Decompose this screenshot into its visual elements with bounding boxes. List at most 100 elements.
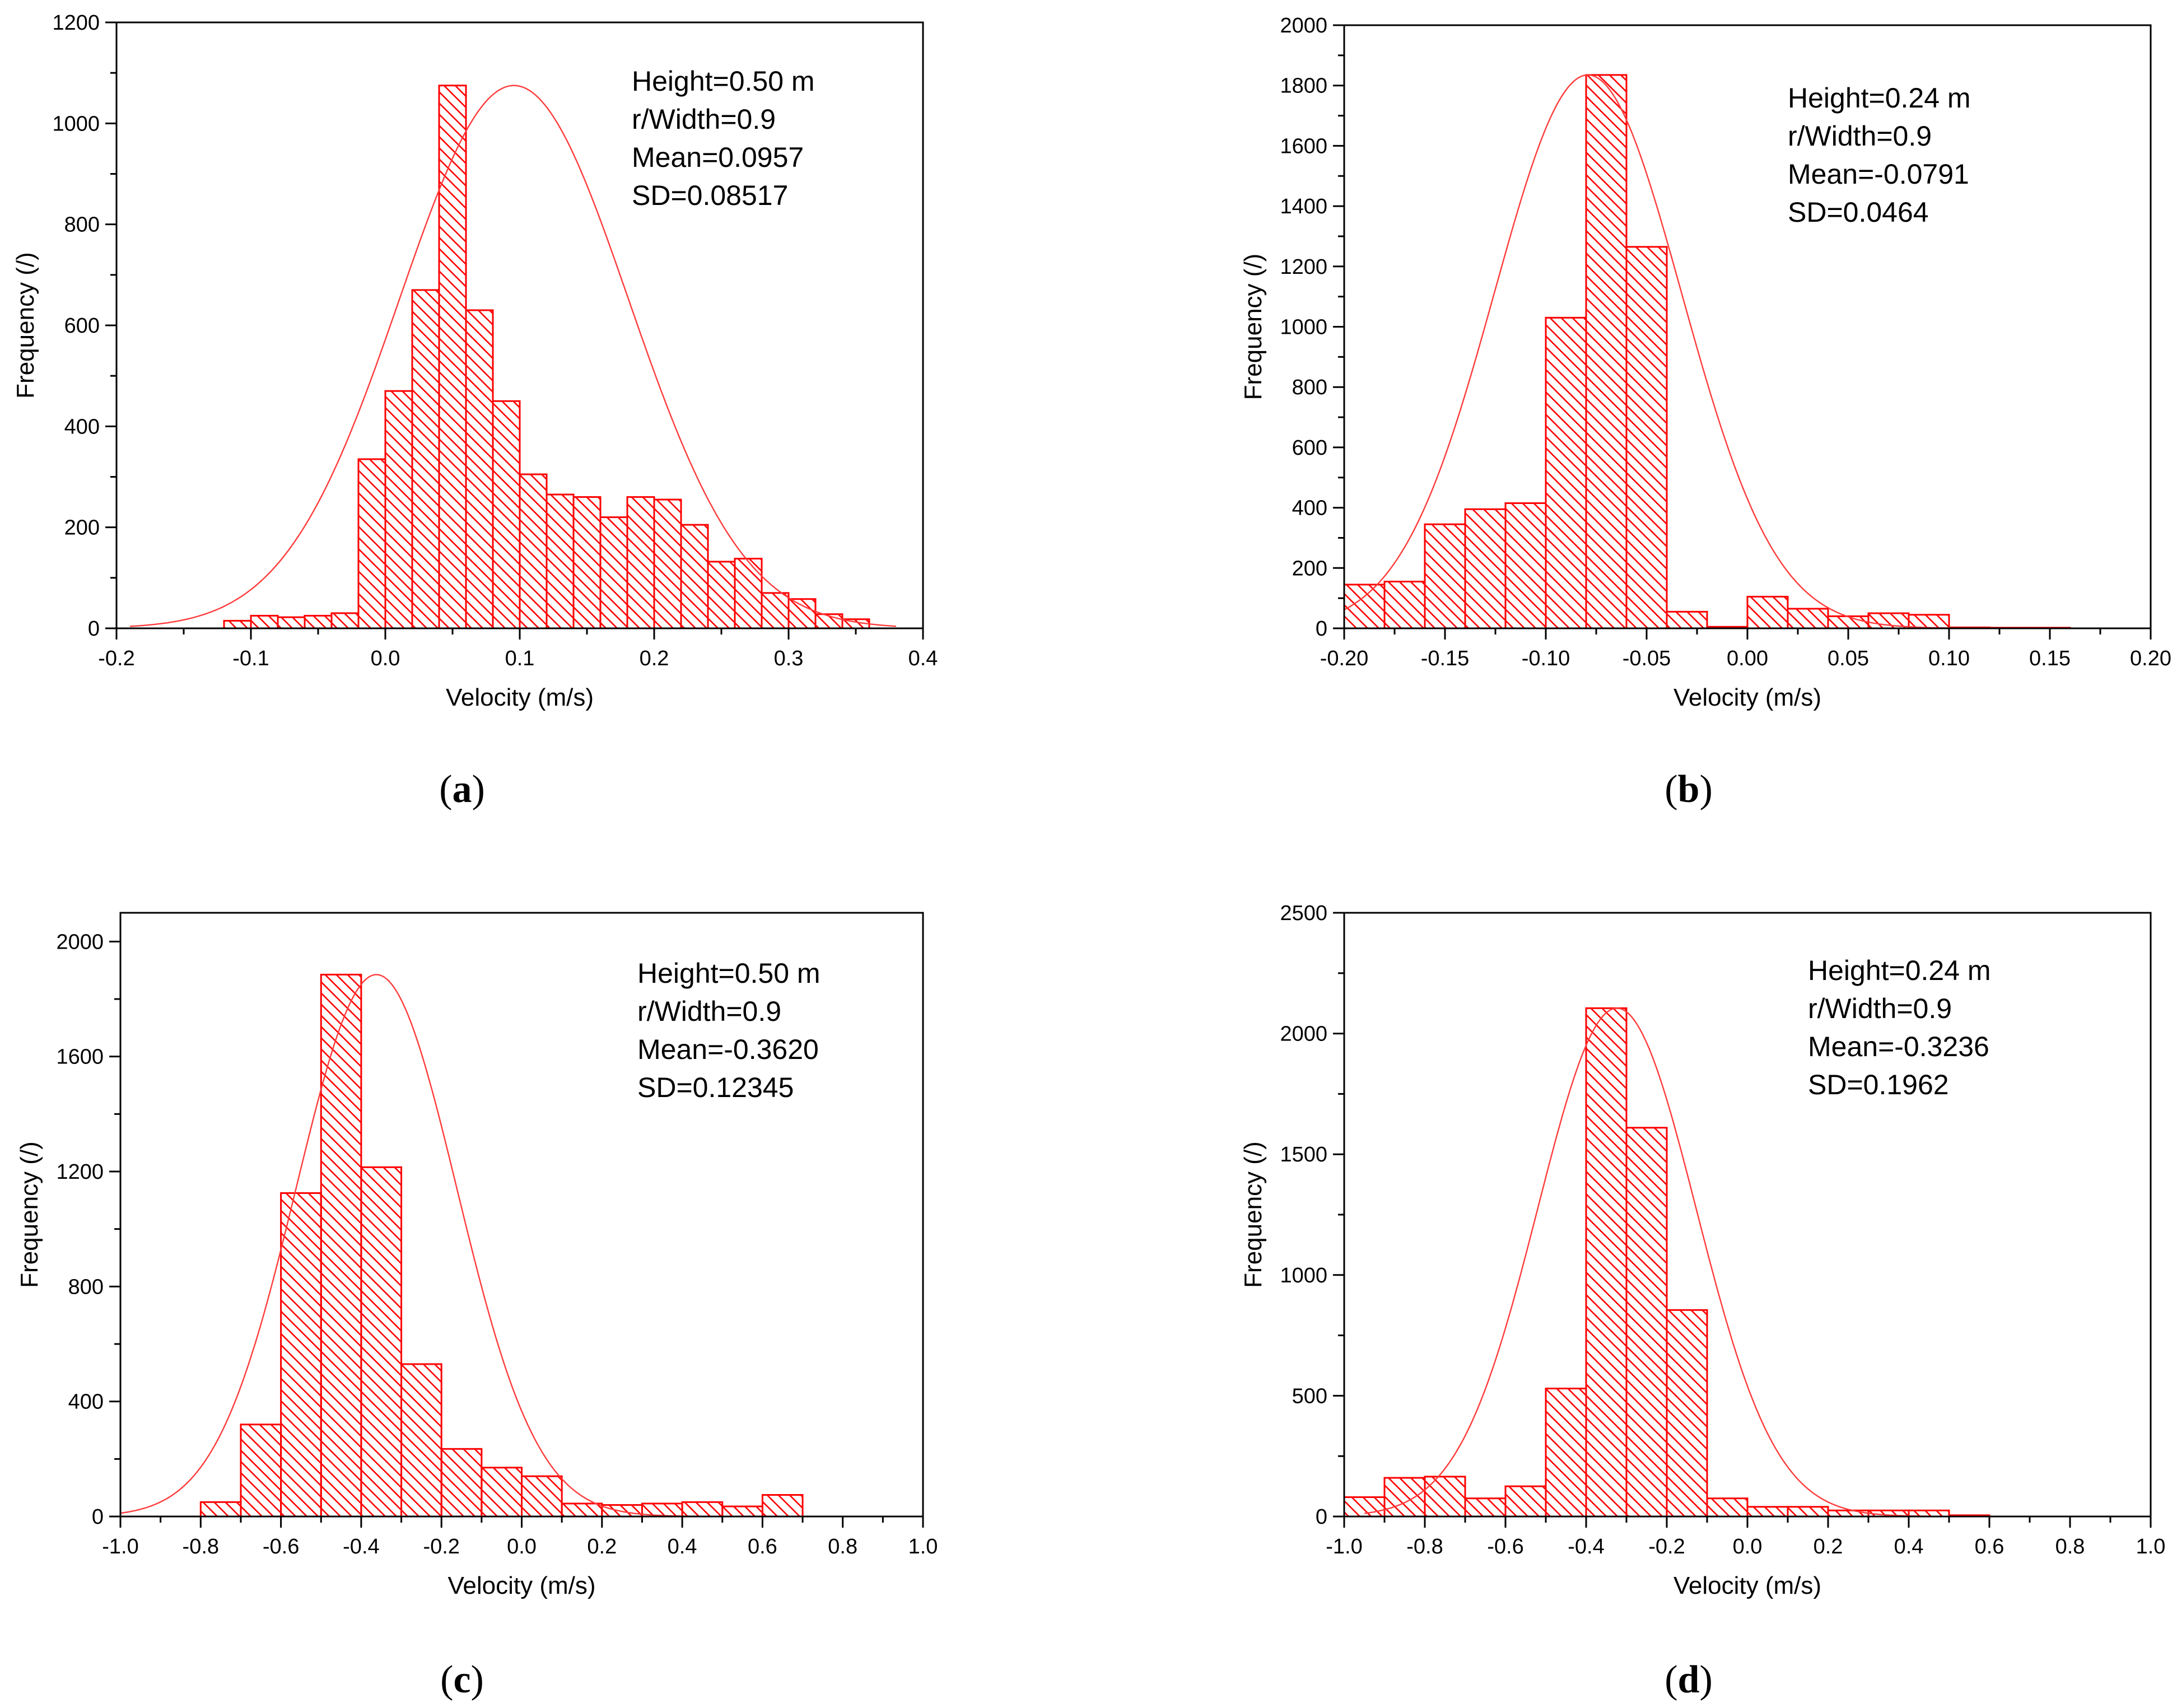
histogram-bar	[330, 612, 360, 629]
stats-annotation: Mean=0.0957	[632, 142, 804, 173]
histogram-bar	[721, 1505, 763, 1518]
histogram-bar	[1424, 523, 1466, 629]
histogram-bar	[1827, 1509, 1870, 1518]
stats-annotation: Height=0.50 m	[632, 66, 815, 97]
stats-annotation: r/Width=0.9	[1788, 120, 1932, 152]
histogram-bar	[1787, 1506, 1829, 1518]
histogram-bar	[1464, 1497, 1507, 1518]
histogram-bar	[1545, 316, 1587, 629]
x-tick-label: 0.4	[908, 647, 938, 670]
histogram-bar	[761, 592, 790, 629]
panel-caption: (c)	[440, 1658, 484, 1701]
histogram-bar	[1504, 502, 1547, 629]
y-tick-label: 1200	[56, 1160, 104, 1184]
x-tick-label: -0.4	[1568, 1535, 1604, 1558]
histogram-bar	[481, 1467, 523, 1518]
x-tick-label: -1.0	[102, 1535, 138, 1558]
x-tick-label: 0.8	[828, 1535, 857, 1558]
y-tick-label: 1000	[52, 112, 100, 136]
histogram-bar	[519, 473, 548, 629]
x-tick-label: -1.0	[1326, 1535, 1362, 1558]
stats-annotation: SD=0.0464	[1788, 197, 1929, 228]
y-axis-label: Frequency (/)	[1239, 254, 1267, 400]
histogram-bar	[546, 493, 575, 629]
histogram-bar	[1343, 1496, 1386, 1518]
histogram-bar	[680, 524, 709, 629]
histogram-bar	[1545, 1387, 1587, 1518]
x-tick-label: -0.15	[1421, 647, 1470, 670]
x-tick-label: 0.1	[505, 647, 535, 670]
histogram-bar	[1625, 1127, 1668, 1518]
y-tick-label: 400	[1292, 497, 1327, 520]
stats-annotation: Mean=-0.3620	[637, 1034, 819, 1065]
histogram-bar	[438, 85, 467, 629]
x-tick-label: -0.2	[1648, 1535, 1685, 1558]
x-tick-label: 0.10	[1928, 647, 1970, 670]
histogram-bar	[240, 1424, 282, 1518]
x-tick-label: -0.20	[1320, 647, 1369, 670]
histogram-bar	[1464, 508, 1507, 629]
y-tick-label: 1400	[1280, 195, 1327, 218]
y-tick-label: 2500	[1280, 902, 1327, 925]
histogram-bar	[521, 1475, 563, 1518]
histogram-bar	[1787, 608, 1829, 629]
y-axis-label: Frequency (/)	[16, 1141, 43, 1288]
y-tick-label: 0	[88, 617, 100, 641]
y-axis-label: Frequency (/)	[12, 252, 39, 399]
y-tick-label: 200	[1292, 557, 1327, 580]
x-tick-label: 0.2	[1814, 1535, 1843, 1558]
histogram-bar	[1585, 74, 1628, 629]
histogram-bar	[1746, 1506, 1789, 1518]
y-tick-label: 600	[1292, 436, 1327, 460]
y-tick-label: 1800	[1280, 74, 1327, 98]
histogram-bar	[599, 516, 628, 629]
histogram-bar	[1585, 1007, 1628, 1518]
stats-annotation: r/Width=0.9	[637, 996, 781, 1027]
histogram-bar	[681, 1501, 724, 1518]
histogram-bar	[199, 1501, 242, 1518]
x-tick-label: -0.6	[1487, 1535, 1523, 1558]
y-tick-label: 1500	[1280, 1143, 1327, 1166]
x-tick-label: -0.2	[423, 1535, 459, 1558]
chart-panel-d: -1.0 -0.8 -0.6 -0.4 -0.2 0.0 0.2 0.4 0.6 0.8 1.0 0 5…	[1239, 902, 2165, 1701]
histogram-bar	[1383, 581, 1426, 629]
y-tick-label: 1600	[1280, 134, 1327, 158]
x-tick-label: -0.1	[232, 647, 269, 670]
x-tick-label: 0.15	[2029, 647, 2071, 670]
x-tick-label: 0.2	[587, 1535, 617, 1558]
y-tick-label: 200	[64, 516, 100, 540]
histogram-bar	[1666, 1309, 1708, 1518]
panel-caption: (a)	[439, 768, 485, 811]
histogram-bar	[1827, 615, 1870, 629]
stats-annotation: Height=0.50 m	[637, 958, 821, 989]
histogram-bar	[1625, 246, 1668, 629]
x-tick-label: 0.4	[1894, 1535, 1924, 1558]
y-axis-label: Frequency (/)	[1239, 1141, 1267, 1288]
histogram-bar	[465, 309, 494, 629]
histogram-bar	[1908, 614, 1950, 629]
y-tick-label: 2000	[1280, 14, 1327, 38]
y-tick-label: 1600	[56, 1046, 104, 1069]
x-tick-label: 0.0	[507, 1535, 537, 1558]
histogram-bar	[1383, 1477, 1426, 1518]
y-tick-label: 0	[92, 1505, 104, 1529]
x-tick-label: -0.6	[263, 1535, 299, 1558]
stats-annotation: Mean=-0.0791	[1788, 158, 1969, 190]
x-tick-label: -0.2	[98, 647, 134, 670]
histogram-bar	[400, 1363, 442, 1518]
panel-caption: (b)	[1665, 768, 1713, 811]
chart-panel-a: -0.2 -0.1 0.0 0.1 0.2 0.3 0.4 0 200 400 600 800 1000…	[12, 11, 938, 811]
histogram-bar	[707, 561, 736, 629]
y-tick-label: 1000	[1280, 1264, 1327, 1287]
histogram-bar	[653, 498, 682, 629]
histogram-bar	[223, 619, 252, 629]
y-tick-label: 800	[64, 213, 100, 237]
histogram-bar	[1666, 610, 1708, 629]
x-tick-label: 0.4	[668, 1535, 697, 1558]
chart-panel-b: -0.20 -0.15 -0.10 -0.05 0.00 0.05 0.10 0.15 0.20…	[1239, 14, 2171, 811]
histogram-bar	[357, 458, 386, 629]
y-tick-label: 2000	[1280, 1023, 1327, 1046]
normal-fit-curve	[129, 85, 897, 627]
histogram-bar	[561, 1502, 603, 1518]
normal-fit-curve	[120, 974, 771, 1518]
